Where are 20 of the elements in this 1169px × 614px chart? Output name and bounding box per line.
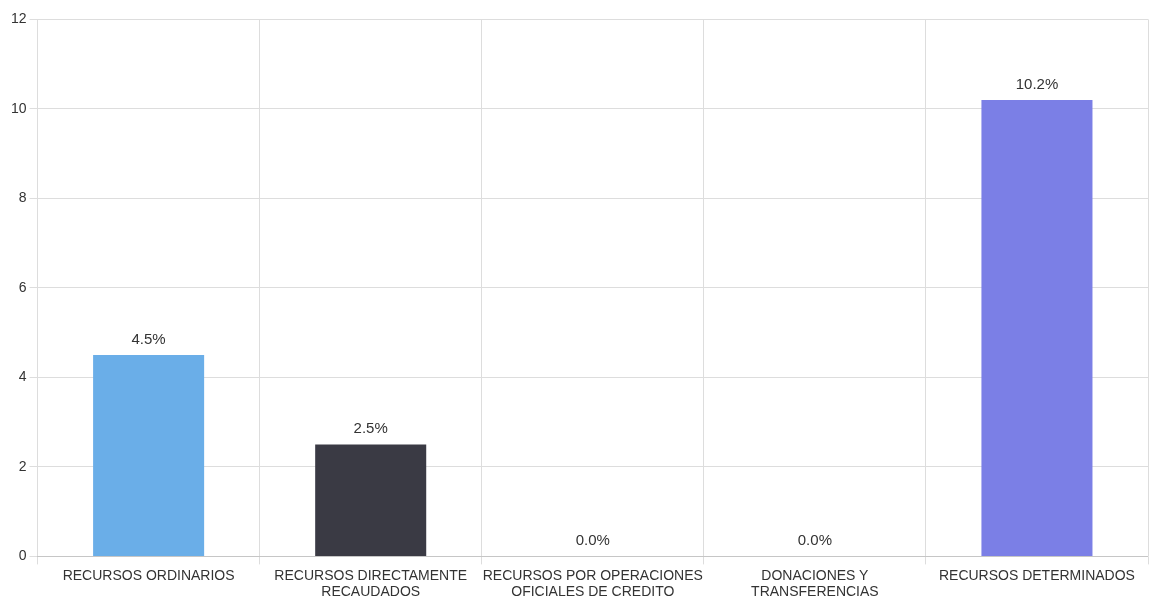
- data-label: 0.0%: [575, 531, 610, 549]
- y-tick-label: 2: [18, 457, 27, 474]
- y-tick-label: 12: [10, 10, 27, 27]
- bar: [981, 99, 1093, 556]
- x-tick-label: DONACIONES Y TRANSFERENCIAS: [751, 566, 879, 600]
- x-tick-label: RECURSOS POR OPERACIONES OFICIALES DE CREDITO: [482, 566, 703, 600]
- y-tick-label: 6: [18, 278, 27, 295]
- data-label: 0.0%: [797, 531, 832, 549]
- x-tick-label: RECURSOS DIRECTAMENTE RECAUDADOS: [274, 566, 468, 600]
- x-tick-label: RECURSOS ORDINARIOS: [62, 566, 235, 583]
- y-tick-label: 4: [18, 368, 27, 385]
- y-tick-label: 0: [18, 547, 27, 564]
- data-label: 10.2%: [1015, 74, 1059, 92]
- y-tick-label: 10: [10, 99, 27, 116]
- y-tick-label: 8: [18, 189, 27, 206]
- bar: [93, 355, 205, 556]
- data-label: 4.5%: [131, 329, 166, 347]
- x-tick-label: RECURSOS DETERMINADOS: [938, 566, 1135, 583]
- data-label: 2.5%: [353, 419, 388, 437]
- bar: [315, 444, 427, 556]
